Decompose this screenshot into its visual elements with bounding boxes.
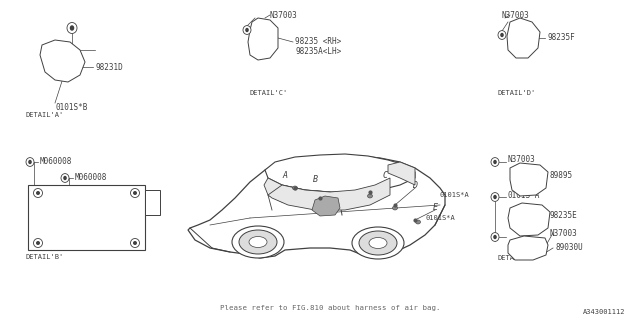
Text: C: C bbox=[383, 171, 387, 180]
Ellipse shape bbox=[61, 173, 69, 182]
Ellipse shape bbox=[36, 191, 40, 195]
Ellipse shape bbox=[36, 241, 40, 245]
Polygon shape bbox=[248, 18, 278, 60]
Text: 0101S*B: 0101S*B bbox=[55, 103, 88, 113]
Text: D: D bbox=[413, 180, 417, 189]
Text: B: B bbox=[312, 174, 317, 183]
Text: 0101S*A: 0101S*A bbox=[440, 192, 470, 198]
Ellipse shape bbox=[493, 195, 497, 199]
Ellipse shape bbox=[243, 26, 251, 34]
Text: 89030U: 89030U bbox=[556, 244, 584, 252]
Ellipse shape bbox=[369, 237, 387, 249]
Text: M060008: M060008 bbox=[40, 157, 72, 166]
Text: 98235 <RH>: 98235 <RH> bbox=[295, 37, 341, 46]
Text: E: E bbox=[433, 203, 438, 212]
Ellipse shape bbox=[500, 33, 504, 37]
Polygon shape bbox=[265, 154, 415, 192]
Ellipse shape bbox=[493, 160, 497, 164]
Polygon shape bbox=[312, 196, 340, 216]
Text: DETAIL'B': DETAIL'B' bbox=[25, 254, 63, 260]
Polygon shape bbox=[508, 203, 550, 236]
Polygon shape bbox=[268, 178, 390, 210]
Text: DETAIL'E': DETAIL'E' bbox=[498, 255, 536, 261]
Ellipse shape bbox=[70, 25, 74, 31]
Text: DETAIL'A': DETAIL'A' bbox=[25, 112, 63, 118]
Text: 98235F: 98235F bbox=[547, 34, 575, 43]
Text: N37003: N37003 bbox=[502, 11, 530, 20]
Ellipse shape bbox=[67, 22, 77, 34]
Ellipse shape bbox=[63, 176, 67, 180]
Polygon shape bbox=[510, 163, 548, 196]
Text: 98221: 98221 bbox=[82, 226, 105, 235]
Ellipse shape bbox=[249, 236, 267, 247]
Text: N37003: N37003 bbox=[549, 228, 577, 237]
Ellipse shape bbox=[359, 231, 397, 255]
Bar bbox=[28, 185, 145, 250]
Ellipse shape bbox=[133, 241, 137, 245]
Text: N37003: N37003 bbox=[270, 11, 298, 20]
Text: 0101S*A: 0101S*A bbox=[425, 215, 455, 221]
Text: DETAIL'C': DETAIL'C' bbox=[249, 90, 287, 96]
Ellipse shape bbox=[367, 194, 372, 198]
Ellipse shape bbox=[491, 157, 499, 166]
Polygon shape bbox=[388, 162, 415, 185]
Ellipse shape bbox=[133, 191, 137, 195]
Ellipse shape bbox=[415, 220, 420, 224]
Ellipse shape bbox=[245, 28, 249, 32]
Polygon shape bbox=[40, 40, 85, 82]
Ellipse shape bbox=[491, 233, 499, 241]
Ellipse shape bbox=[232, 226, 284, 258]
Text: A: A bbox=[282, 171, 287, 180]
Ellipse shape bbox=[493, 235, 497, 239]
Text: DETAIL'D': DETAIL'D' bbox=[498, 90, 536, 96]
Polygon shape bbox=[264, 178, 330, 205]
Text: M060008: M060008 bbox=[75, 173, 108, 182]
Ellipse shape bbox=[392, 206, 397, 210]
Ellipse shape bbox=[239, 230, 277, 254]
Polygon shape bbox=[507, 18, 540, 58]
Ellipse shape bbox=[352, 227, 404, 259]
Text: A343001112: A343001112 bbox=[582, 309, 625, 315]
Ellipse shape bbox=[498, 31, 506, 39]
Polygon shape bbox=[508, 236, 548, 260]
Text: 89895: 89895 bbox=[549, 171, 572, 180]
Ellipse shape bbox=[292, 186, 298, 190]
Text: 0101S*A: 0101S*A bbox=[508, 190, 540, 199]
Ellipse shape bbox=[26, 157, 34, 166]
Text: 98231D: 98231D bbox=[95, 62, 123, 71]
Ellipse shape bbox=[28, 160, 32, 164]
Bar bbox=[145, 190, 160, 215]
Text: 98235E: 98235E bbox=[549, 211, 577, 220]
Ellipse shape bbox=[491, 193, 499, 201]
Text: 98235A<LH>: 98235A<LH> bbox=[295, 47, 341, 57]
Text: N37003: N37003 bbox=[508, 156, 536, 164]
Text: Please refer to FIG.810 about harness of air bag.: Please refer to FIG.810 about harness of… bbox=[220, 305, 440, 311]
Polygon shape bbox=[188, 156, 445, 258]
